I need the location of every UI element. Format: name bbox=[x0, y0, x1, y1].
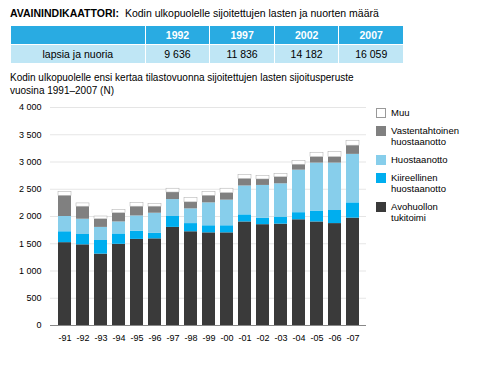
svg-text:1 000: 1 000 bbox=[19, 266, 42, 276]
svg-text:-95: -95 bbox=[130, 333, 143, 343]
svg-text:1 500: 1 500 bbox=[19, 239, 42, 249]
svg-text:500: 500 bbox=[26, 293, 41, 303]
html-text:14 182: 14 182 bbox=[290, 48, 323, 60]
svg-text:-91: -91 bbox=[58, 333, 71, 343]
html-text:1997: 1997 bbox=[230, 29, 254, 41]
html-text:lapsia ja nuoria: lapsia ja nuoria bbox=[42, 48, 114, 60]
svg-text:-92: -92 bbox=[76, 333, 89, 343]
html-text:Avohuollon tukitoimi: Avohuollon tukitoimi bbox=[391, 201, 438, 223]
svg-text:-98: -98 bbox=[184, 333, 197, 343]
svg-text:-02: -02 bbox=[256, 333, 269, 343]
svg-text:-05: -05 bbox=[310, 333, 323, 343]
html-text:2002: 2002 bbox=[295, 29, 319, 41]
html-text:16 059: 16 059 bbox=[355, 48, 388, 60]
svg-text:4 000: 4 000 bbox=[19, 102, 42, 112]
svg-text:-00: -00 bbox=[220, 333, 233, 343]
html-text:11 836: 11 836 bbox=[226, 48, 258, 60]
svg-text:-97: -97 bbox=[166, 333, 179, 343]
svg-text:-99: -99 bbox=[202, 333, 215, 343]
html-text:Huostaanotto: Huostaanotto bbox=[391, 154, 448, 165]
html-text:1992: 1992 bbox=[165, 29, 190, 41]
svg-text:-01: -01 bbox=[238, 333, 251, 343]
html-text:Kiireellinen huostaanotto: Kiireellinen huostaanotto bbox=[391, 172, 446, 194]
html-text:Vastentahtoinen huostaanotto: Vastentahtoinen huostaanotto bbox=[391, 125, 459, 147]
html-text:Muu: Muu bbox=[391, 107, 410, 118]
svg-text:0: 0 bbox=[36, 320, 41, 330]
html-text:2007: 2007 bbox=[359, 29, 383, 41]
html-text:Kodin ulkopuolelle ensi kertaa: Kodin ulkopuolelle ensi kertaa tilastovu… bbox=[10, 72, 354, 96]
html-text:AVAININDIKAATTORI:: AVAININDIKAATTORI: bbox=[10, 7, 119, 19]
html-text:Kodin ulkopuolelle sijoitettuj: Kodin ulkopuolelle sijoitettujen lasten … bbox=[124, 7, 379, 19]
svg-text:-93: -93 bbox=[94, 333, 107, 343]
svg-text:-03: -03 bbox=[274, 333, 287, 343]
svg-text:-04: -04 bbox=[292, 333, 305, 343]
svg-text:-96: -96 bbox=[148, 333, 161, 343]
svg-text:2 000: 2 000 bbox=[19, 211, 42, 221]
svg-text:-07: -07 bbox=[346, 333, 359, 343]
svg-text:2 500: 2 500 bbox=[19, 184, 42, 194]
html-text:9 636: 9 636 bbox=[164, 48, 191, 60]
svg-text:-06: -06 bbox=[328, 333, 341, 343]
svg-text:3 000: 3 000 bbox=[19, 157, 42, 167]
svg-text:-94: -94 bbox=[112, 333, 125, 343]
svg-text:3 500: 3 500 bbox=[19, 130, 42, 140]
